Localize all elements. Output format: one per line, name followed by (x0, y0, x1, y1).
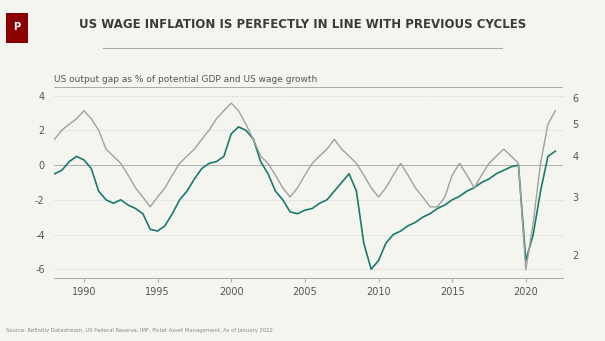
Text: US output gap as % of potential GDP and US wage growth: US output gap as % of potential GDP and … (54, 75, 318, 84)
Text: Source: Refinitiv Datastream, US Federal Reserve, IMF, Pictet Asset Management. : Source: Refinitiv Datastream, US Federal… (6, 328, 275, 333)
Bar (6, 13, 28, 43)
Text: US WAGE INFLATION IS PERFECTLY IN LINE WITH PREVIOUS CYCLES: US WAGE INFLATION IS PERFECTLY IN LINE W… (79, 18, 526, 31)
Text: P: P (13, 22, 20, 32)
